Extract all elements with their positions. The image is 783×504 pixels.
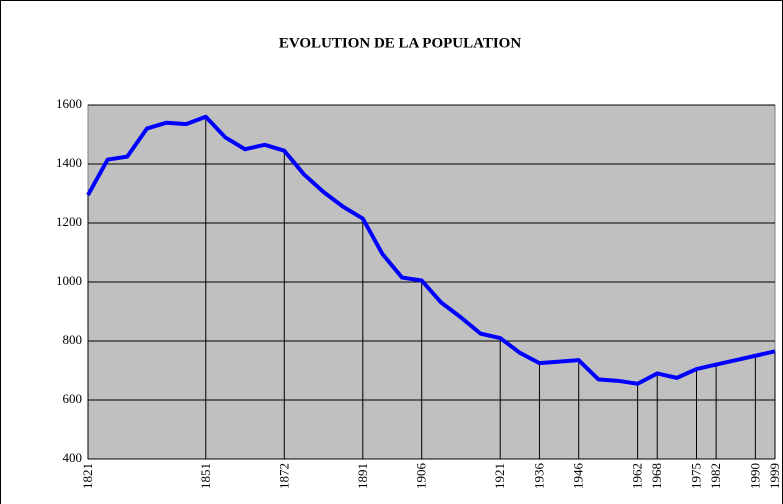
x-tick-label: 1975 (688, 463, 703, 489)
y-tick-label: 800 (63, 332, 83, 347)
y-tick-label: 600 (63, 391, 83, 406)
x-tick-label: 1821 (80, 463, 95, 489)
x-tick-label: 1990 (747, 463, 762, 489)
y-tick-label: 1400 (56, 155, 82, 170)
x-tick-label: 1872 (276, 463, 291, 489)
x-tick-label: 1999 (767, 463, 782, 489)
chart-title: EVOLUTION DE LA POPULATION (279, 35, 522, 51)
x-tick-label: 1968 (649, 463, 664, 489)
x-tick-label: 1851 (198, 463, 213, 489)
y-tick-label: 1000 (56, 273, 82, 288)
x-tick-label: 1946 (571, 463, 586, 490)
series-line (86, 114, 776, 386)
y-tick-label: 1200 (56, 214, 82, 229)
y-tick-label: 400 (63, 450, 83, 465)
x-tick-label: 1982 (708, 463, 723, 489)
x-tick-label: 1906 (414, 463, 429, 490)
x-tick-label: 1891 (355, 463, 370, 489)
y-tick-label: 1600 (56, 96, 82, 111)
x-tick-label: 1936 (531, 463, 546, 490)
x-tick-label: 1921 (492, 463, 507, 489)
x-tick-label: 1962 (630, 463, 645, 489)
